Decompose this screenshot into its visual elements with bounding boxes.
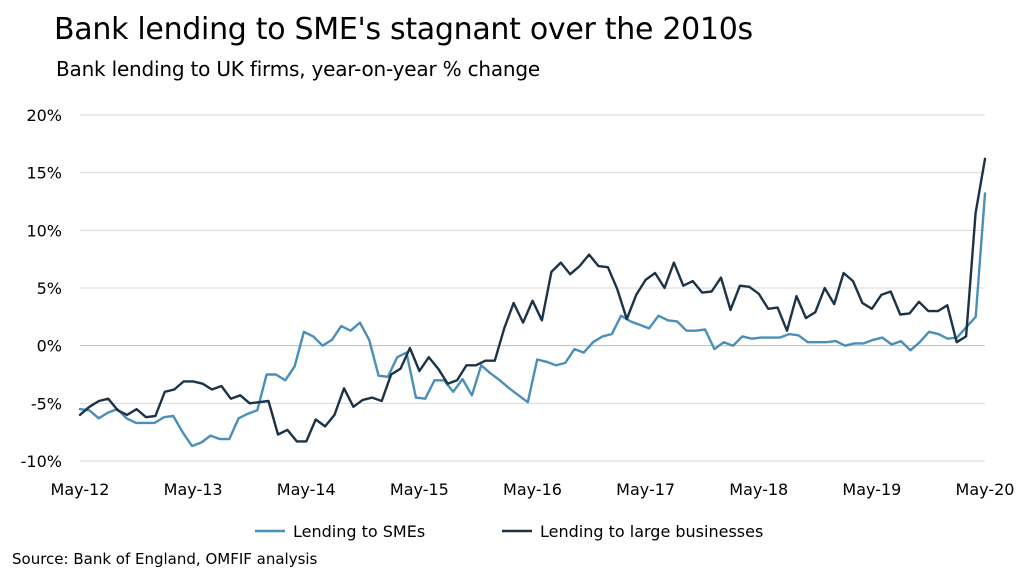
source-note: Source: Bank of England, OMFIF analysis xyxy=(12,550,318,568)
y-tick-label: 15% xyxy=(26,164,62,183)
y-tick-label: 20% xyxy=(26,106,62,125)
x-tick-label: May-20 xyxy=(956,480,1015,499)
y-tick-label: -5% xyxy=(31,394,62,413)
x-tick-label: May-19 xyxy=(842,480,901,499)
series-line-smes xyxy=(78,192,987,448)
x-tick-label: May-13 xyxy=(164,480,223,499)
chart-title: Bank lending to SME's stagnant over the … xyxy=(54,12,753,47)
x-tick-label: May-16 xyxy=(503,480,562,499)
x-tick-label: May-15 xyxy=(390,480,449,499)
y-tick-label: 0% xyxy=(37,337,62,356)
y-tick-label: -10% xyxy=(21,452,62,471)
x-tick-label: May-14 xyxy=(277,480,336,499)
x-tick-label: May-18 xyxy=(729,480,788,499)
y-tick-label: 5% xyxy=(37,279,62,298)
x-tick-label: May-17 xyxy=(616,480,675,499)
y-tick-label: 10% xyxy=(26,221,62,240)
x-tick-label: May-12 xyxy=(51,480,110,499)
series-line-large xyxy=(78,157,987,443)
legend-label-large: Lending to large businesses xyxy=(540,522,763,541)
chart-subtitle: Bank lending to UK firms, year-on-year %… xyxy=(56,57,540,81)
legend-label-smes: Lending to SMEs xyxy=(293,522,425,541)
